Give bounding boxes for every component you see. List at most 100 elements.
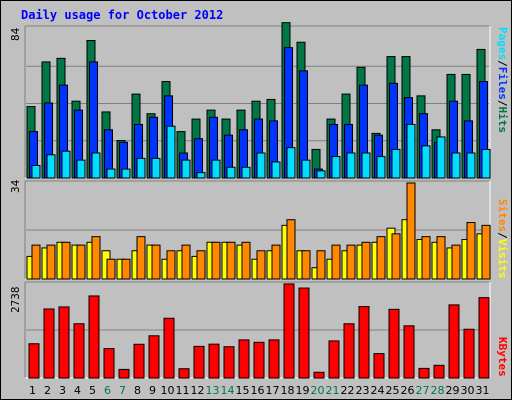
sites-bar-day-5 <box>91 236 101 280</box>
pages-bar-day-4 <box>76 159 86 179</box>
pages-bar-day-24 <box>376 156 386 179</box>
kbytes-bar-day-13 <box>208 343 220 379</box>
kbytes-bar-day-22 <box>343 323 355 379</box>
x-tick-label-day-9: 9 <box>149 384 156 397</box>
kbytes-bar-day-15 <box>238 339 250 379</box>
pages-bar-day-28 <box>436 136 446 179</box>
kbytes-bar-day-12 <box>193 345 205 379</box>
sites-bar-day-17 <box>271 244 281 280</box>
x-tick-label-day-12: 12 <box>191 384 205 397</box>
x-tick-label-day-27: 27 <box>416 384 430 397</box>
x-tick-label-day-31: 31 <box>476 384 490 397</box>
x-tick-label-day-11: 11 <box>176 384 190 397</box>
kbytes-bar-day-1 <box>28 343 40 379</box>
kbytes-bar-day-20 <box>313 371 325 379</box>
sites-bar-day-23 <box>361 241 371 280</box>
legend-visits-label: Visits <box>496 238 509 279</box>
x-tick-label-day-4: 4 <box>74 384 81 397</box>
sites-bar-day-26 <box>406 182 416 280</box>
pages-bar-day-21 <box>331 156 341 179</box>
pages-bar-day-20 <box>316 170 326 179</box>
x-tick-label-day-21: 21 <box>326 384 340 397</box>
kbytes-bar-day-14 <box>223 346 235 379</box>
x-tick-label-day-8: 8 <box>134 384 141 397</box>
sites-bar-day-16 <box>256 250 266 280</box>
kbytes-panel-ymax-label: 2738 <box>9 286 22 314</box>
pages-bar-day-25 <box>391 148 401 179</box>
sites-bar-day-18 <box>286 219 296 280</box>
x-tick-label-day-20: 20 <box>311 384 325 397</box>
kbytes-bar-day-2 <box>43 308 55 379</box>
pages-bar-day-29 <box>451 152 461 179</box>
pages-panel-ymax-label: 84 <box>9 27 22 41</box>
sites-bar-day-8 <box>136 236 146 280</box>
sites-bar-day-7 <box>121 258 131 280</box>
x-tick-label-day-1: 1 <box>29 384 36 397</box>
kbytes-bar-day-17 <box>268 339 280 379</box>
kbytes-bar-day-25 <box>388 308 400 379</box>
x-tick-label-day-3: 3 <box>59 384 66 397</box>
chart-title: Daily usage for October 2012 <box>21 8 224 22</box>
legend-pages-files-hits: Pages/Files/Hits <box>496 27 509 133</box>
sites-bar-day-31 <box>481 224 491 280</box>
pages-bar-day-9 <box>151 157 161 179</box>
sites-bar-day-29 <box>451 244 461 280</box>
sites-bar-day-4 <box>76 244 86 280</box>
kbytes-bar-day-23 <box>358 306 370 379</box>
x-tick-label-day-7: 7 <box>119 384 126 397</box>
x-tick-label-day-10: 10 <box>161 384 175 397</box>
kbytes-bar-day-31 <box>478 297 490 379</box>
sites-bar-day-21 <box>331 244 341 280</box>
x-tick-label-day-2: 2 <box>44 384 51 397</box>
kbytes-bar-day-27 <box>418 367 430 379</box>
legend-pages-label: Pages <box>496 27 509 61</box>
pages-bar-day-27 <box>421 145 431 179</box>
x-tick-label-day-17: 17 <box>266 384 280 397</box>
sites-bar-day-1 <box>31 244 41 280</box>
sites-bar-day-24 <box>376 236 386 280</box>
sites-bar-day-14 <box>226 241 236 280</box>
files-bar-day-12 <box>194 138 203 179</box>
sites-bar-day-25 <box>391 233 401 280</box>
pages-bar-day-16 <box>256 152 266 179</box>
pages-bar-day-10 <box>166 125 176 179</box>
sites-panel-ymax-label: 34 <box>9 179 22 193</box>
sites-bar-day-13 <box>211 241 221 280</box>
sites-bar-day-27 <box>421 236 431 280</box>
pages-bar-day-5 <box>91 152 101 179</box>
pages-bar-day-15 <box>241 166 251 179</box>
sites-bar-day-9 <box>151 244 161 280</box>
x-tick-label-day-6: 6 <box>104 384 111 397</box>
kbytes-bar-day-8 <box>133 343 145 379</box>
legend-kbytes: KBytes <box>496 337 509 377</box>
legend-separator: / <box>496 60 509 67</box>
pages-bar-day-23 <box>361 152 371 179</box>
sites-bar-day-10 <box>166 250 176 280</box>
kbytes-bar-day-4 <box>73 323 85 379</box>
kbytes-bar-day-7 <box>118 368 130 379</box>
legend-separator: / <box>496 232 509 239</box>
kbytes-bar-day-29 <box>448 304 460 379</box>
kbytes-bar-day-28 <box>433 364 445 379</box>
sites-bar-day-19 <box>301 250 311 280</box>
pages-bar-day-22 <box>346 152 356 179</box>
sites-bar-day-28 <box>436 236 446 280</box>
kbytes-bar-day-19 <box>298 287 310 379</box>
sites-bar-day-6 <box>106 258 116 280</box>
kbytes-bar-day-9 <box>148 335 160 379</box>
kbytes-bar-day-30 <box>463 328 475 379</box>
pages-bar-day-30 <box>466 152 476 179</box>
x-tick-label-day-14: 14 <box>221 384 235 397</box>
kbytes-bar-day-5 <box>88 295 100 379</box>
legend-sites-label: Sites <box>496 199 509 233</box>
pages-bar-day-2 <box>46 154 56 179</box>
legend-hits-label: Hits <box>496 106 509 134</box>
sites-bar-day-12 <box>196 250 206 280</box>
legend-separator: / <box>496 99 509 107</box>
kbytes-bar-day-11 <box>178 368 190 379</box>
x-tick-label-day-13: 13 <box>206 384 220 397</box>
kbytes-bar-day-10 <box>163 317 175 379</box>
x-tick-label-day-16: 16 <box>251 384 265 397</box>
